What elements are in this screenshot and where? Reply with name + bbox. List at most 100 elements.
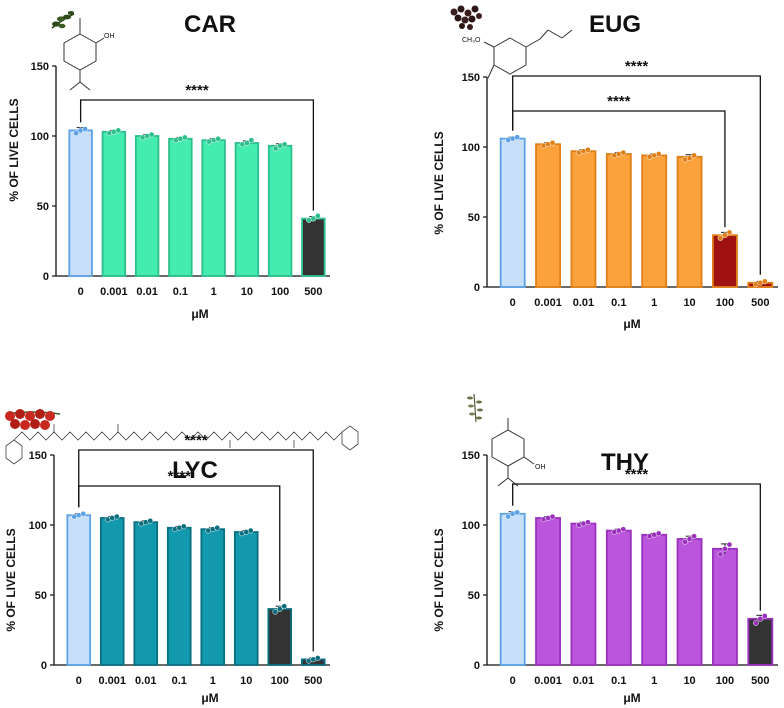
x-tick-label: 0	[510, 675, 516, 687]
x-tick-label: 100	[271, 675, 289, 687]
significance-bracket	[512, 110, 726, 228]
bar	[535, 143, 561, 288]
data-point	[691, 152, 697, 159]
x-tick-label: 500	[751, 675, 769, 687]
data-point	[505, 513, 512, 520]
x-tick-label: 0	[510, 297, 516, 309]
x-tick-label: 10	[240, 675, 252, 687]
x-axis-label: μM	[623, 691, 640, 705]
chart-title: EUG	[589, 11, 641, 38]
bar	[301, 217, 326, 277]
x-tick-label: 0.01	[573, 675, 594, 687]
bar	[201, 139, 226, 277]
chart-title: LYC	[172, 457, 218, 484]
data-point	[757, 615, 764, 622]
data-point	[717, 235, 724, 241]
bar	[641, 533, 668, 666]
y-tick-label: 0	[41, 660, 47, 672]
panel-lyc: LYC 0 50 100 150 0 0.001 0.01 0.1 1 10 100 500 **** *…	[4, 409, 359, 705]
x-tick-label: 100	[716, 675, 734, 687]
data-point	[726, 229, 733, 236]
data-point	[620, 149, 627, 156]
bar	[570, 150, 597, 288]
x-tick-label: 0.1	[172, 675, 187, 687]
x-axis-label: μM	[201, 691, 218, 705]
x-tick-label: 10	[683, 297, 695, 309]
data-point	[147, 517, 154, 524]
bar	[712, 234, 738, 288]
x-tick-label: 100	[716, 297, 734, 309]
x-tick-label: 0.01	[573, 297, 594, 309]
bar	[99, 517, 125, 666]
y-tick-label: 100	[29, 520, 47, 532]
data-point	[752, 620, 759, 626]
bar	[712, 547, 738, 666]
data-point	[585, 519, 591, 526]
data-point	[717, 551, 724, 558]
y-tick-label: 0	[474, 660, 480, 672]
data-point	[244, 140, 250, 146]
clove-buds-icon	[450, 5, 482, 30]
x-tick-label: 0.001	[534, 297, 562, 309]
x-tick-label: 1	[651, 297, 657, 309]
data-point	[182, 134, 188, 141]
x-tick-label: 1	[651, 675, 657, 687]
y-tick-label: 50	[468, 212, 480, 224]
bar	[267, 608, 293, 666]
bar	[168, 137, 193, 277]
bar	[570, 522, 597, 666]
bar	[499, 137, 526, 288]
bar	[233, 531, 259, 666]
svg-text:CH₃O: CH₃O	[462, 37, 481, 44]
data-point	[310, 215, 317, 222]
data-point	[214, 524, 221, 531]
panel-thy: OH THY 0 50 100 150 0 0.001 0.01 0.1 1 10 100 500 **…	[432, 393, 778, 705]
panel-car: OH CAR 0 50 100 150 0 0.001 0.01 0.1 1 10 100 500 **…	[7, 11, 330, 321]
x-axis-label: μM	[191, 307, 208, 321]
data-point	[115, 127, 122, 134]
data-point	[215, 135, 221, 142]
bar	[66, 514, 92, 666]
y-tick-label: 150	[31, 61, 49, 73]
y-tick-label: 150	[462, 450, 480, 462]
bar	[68, 129, 93, 277]
y-axis-label: % OF LIVE CELLS	[4, 528, 18, 631]
data-point	[281, 603, 288, 610]
data-point	[281, 141, 288, 148]
lyc-chart: 0 50 100 150 0 0.001 0.01 0.1 1 10 100 500 **** ****	[29, 432, 330, 687]
data-point	[722, 232, 728, 239]
oregano-sprig-icon	[51, 11, 75, 29]
data-point	[180, 523, 187, 530]
eugenol-structure-icon: CH₃O	[462, 29, 573, 79]
y-tick-label: 50	[35, 590, 47, 602]
y-axis-label: % OF LIVE CELLS	[432, 131, 446, 234]
bar	[747, 617, 774, 666]
y-tick-label: 0	[43, 271, 49, 283]
data-point	[276, 606, 283, 612]
eug-chart: 0 50 100 150 0 0.001 0.01 0.1 1 10 100 500 **** ****	[462, 58, 778, 309]
significance-bracket	[512, 483, 761, 611]
significance-bracket	[78, 449, 314, 652]
significance-label: ****	[184, 432, 208, 449]
significance-label: ****	[185, 82, 209, 99]
x-tick-label: 1	[210, 675, 216, 687]
x-axis-label: μM	[623, 317, 640, 331]
svg-text:OH: OH	[104, 33, 115, 40]
x-tick-label: 10	[241, 286, 253, 298]
x-tick-label: 0.001	[98, 675, 126, 687]
x-tick-label: 500	[304, 675, 322, 687]
y-tick-label: 150	[462, 72, 480, 84]
data-point	[722, 545, 728, 552]
car-chart: 0 50 100 150 0 0.001 0.01 0.1 1 10 100 500 ****	[31, 61, 330, 298]
significance-label: ****	[607, 93, 631, 110]
significance-label: ****	[168, 468, 192, 485]
bar	[676, 538, 703, 666]
x-tick-label: 10	[683, 675, 695, 687]
data-point	[682, 538, 688, 545]
data-point	[585, 146, 591, 153]
x-tick-label: 0.001	[534, 675, 562, 687]
data-point	[514, 509, 521, 516]
data-point	[514, 134, 521, 141]
y-tick-label: 0	[474, 282, 480, 294]
data-point	[761, 278, 768, 285]
